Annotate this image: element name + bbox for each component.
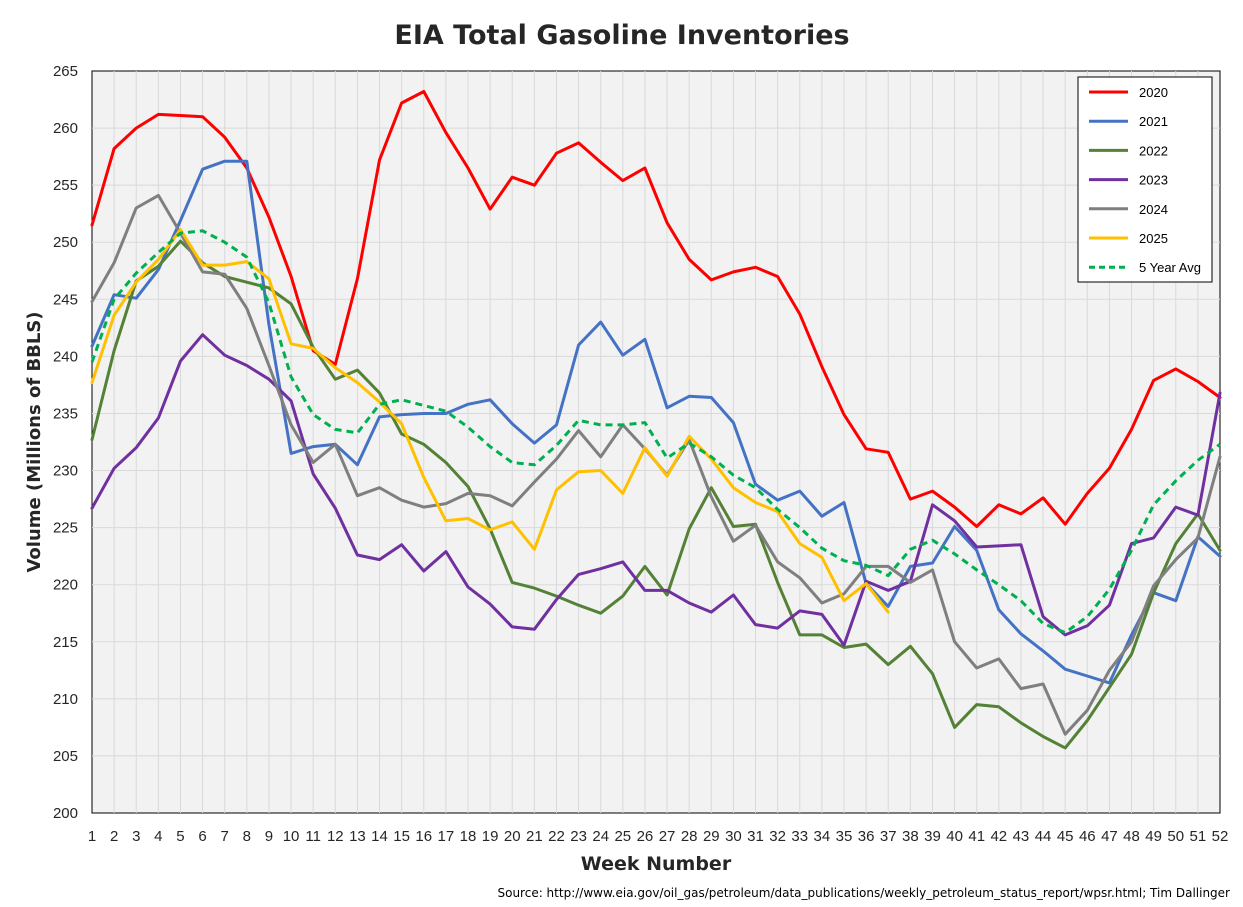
y-tick-label: 235 bbox=[53, 405, 78, 422]
series-line-2023 bbox=[90, 333, 1222, 647]
x-axis-label: Week Number bbox=[581, 853, 732, 875]
x-tick-label: 33 bbox=[791, 828, 808, 845]
legend-label: 2021 bbox=[1139, 114, 1168, 129]
series-lines bbox=[90, 90, 1222, 750]
x-tick-label: 21 bbox=[526, 828, 543, 845]
x-tick-label: 28 bbox=[681, 828, 698, 845]
legend-label: 5 Year Avg bbox=[1139, 260, 1201, 275]
x-tick-label: 44 bbox=[1035, 828, 1052, 845]
x-tick-label: 3 bbox=[132, 828, 140, 845]
x-tick-label: 49 bbox=[1145, 828, 1162, 845]
x-tick-label: 35 bbox=[836, 828, 853, 845]
x-tick-label: 41 bbox=[968, 828, 985, 845]
x-tick-label: 19 bbox=[482, 828, 499, 845]
x-tick-label: 47 bbox=[1101, 828, 1118, 845]
x-tick-label: 39 bbox=[924, 828, 941, 845]
y-tick-label: 205 bbox=[53, 748, 78, 765]
x-tick-label: 42 bbox=[990, 828, 1007, 845]
x-tick-label: 16 bbox=[415, 828, 432, 845]
legend-label: 2025 bbox=[1139, 231, 1168, 246]
x-tick-label: 14 bbox=[371, 828, 388, 845]
x-tick-label: 5 bbox=[176, 828, 184, 845]
x-tick-label: 1 bbox=[88, 828, 96, 845]
y-tick-label: 225 bbox=[53, 520, 78, 537]
chart-title: EIA Total Gasoline Inventories bbox=[394, 20, 849, 51]
y-tick-label: 265 bbox=[53, 63, 78, 80]
x-tick-label: 10 bbox=[283, 828, 300, 845]
x-tick-label: 40 bbox=[946, 828, 963, 845]
y-tick-label: 230 bbox=[53, 463, 78, 480]
x-tick-label: 8 bbox=[243, 828, 251, 845]
y-tick-label: 220 bbox=[53, 577, 78, 594]
y-tick-label: 245 bbox=[53, 291, 78, 308]
y-tick-label: 240 bbox=[53, 348, 78, 365]
x-tick-label: 7 bbox=[221, 828, 229, 845]
x-tick-label: 30 bbox=[725, 828, 742, 845]
legend-label: 2024 bbox=[1139, 202, 1168, 217]
legend: 2020 2021 2022 2023 2024 2025 5 Year Avg bbox=[1077, 76, 1213, 283]
y-tick-label: 250 bbox=[53, 234, 78, 251]
x-tick-label: 27 bbox=[659, 828, 676, 845]
x-tick-label: 46 bbox=[1079, 828, 1096, 845]
x-tick-label: 29 bbox=[703, 828, 720, 845]
x-tick-label: 18 bbox=[460, 828, 477, 845]
x-tick-label: 2 bbox=[110, 828, 118, 845]
x-tick-label: 25 bbox=[614, 828, 631, 845]
x-tick-label: 12 bbox=[327, 828, 344, 845]
x-tick-label: 31 bbox=[747, 828, 764, 845]
y-tick-label: 215 bbox=[53, 634, 78, 651]
x-tick-label: 11 bbox=[305, 828, 321, 845]
x-tick-label: 38 bbox=[902, 828, 919, 845]
x-tick-label: 4 bbox=[154, 828, 162, 845]
x-tick-label: 17 bbox=[438, 828, 455, 845]
legend-label: 2023 bbox=[1139, 173, 1168, 188]
x-tick-label: 45 bbox=[1057, 828, 1074, 845]
y-tick-label: 210 bbox=[53, 691, 78, 708]
legend-label: 2022 bbox=[1139, 143, 1168, 158]
x-tick-label: 37 bbox=[880, 828, 897, 845]
series-line-2025 bbox=[90, 228, 890, 614]
x-tick-label: 9 bbox=[265, 828, 273, 845]
y-axis-label: Volume (Millions of BBLS) bbox=[24, 311, 45, 572]
series-line-5-year-avg bbox=[90, 229, 1221, 635]
x-tick-label: 23 bbox=[570, 828, 587, 845]
x-tick-label: 52 bbox=[1212, 828, 1229, 845]
x-tick-label: 34 bbox=[814, 828, 831, 845]
x-tick-label: 26 bbox=[637, 828, 654, 845]
x-tick-label: 50 bbox=[1167, 828, 1184, 845]
x-tick-label: 15 bbox=[393, 828, 410, 845]
x-tick-label: 13 bbox=[349, 828, 366, 845]
x-tick-label: 36 bbox=[858, 828, 875, 845]
series-line-2022 bbox=[90, 239, 1222, 750]
source-note: Source: http://www.eia.gov/oil_gas/petro… bbox=[497, 886, 1230, 900]
y-tick-label: 255 bbox=[53, 177, 78, 194]
x-tick-label: 48 bbox=[1123, 828, 1140, 845]
x-tick-label: 51 bbox=[1190, 828, 1207, 845]
x-tick-label: 22 bbox=[548, 828, 565, 845]
y-axis: 200 205 210 215 220 225 230 235 240 245 250 255 260 2… bbox=[53, 63, 78, 822]
x-tick-label: 6 bbox=[198, 828, 206, 845]
series-line-2020 bbox=[90, 90, 1222, 528]
y-tick-label: 260 bbox=[53, 120, 78, 137]
legend-label: 2020 bbox=[1139, 85, 1168, 100]
x-tick-label: 20 bbox=[504, 828, 521, 845]
y-tick-label: 200 bbox=[53, 805, 78, 822]
x-axis: 1 2 3 4 5 6 7 8 9 10 11 12 13 14 15 16 17 18 19 20 21 22 23 24 2… bbox=[88, 828, 1229, 845]
x-tick-label: 43 bbox=[1013, 828, 1030, 845]
x-tick-label: 32 bbox=[769, 828, 786, 845]
x-tick-label: 24 bbox=[592, 828, 609, 845]
